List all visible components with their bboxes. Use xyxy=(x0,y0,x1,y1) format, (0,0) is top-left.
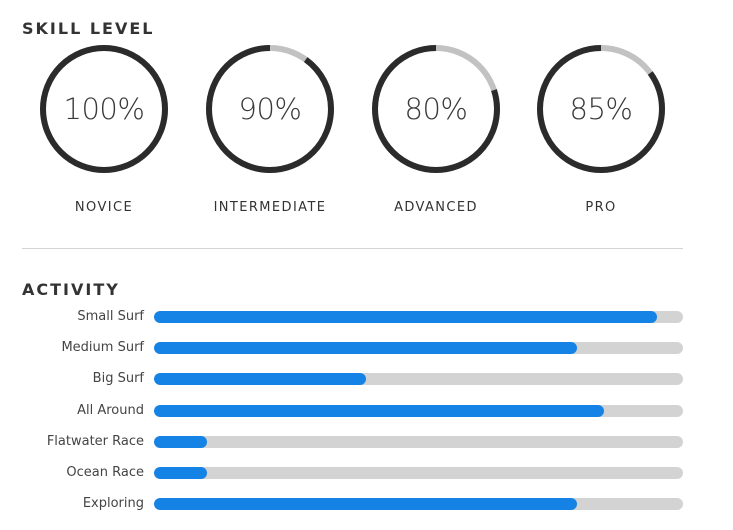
activity-bar-track xyxy=(154,373,683,386)
progress-ring xyxy=(537,45,665,173)
activity-row: Big Surf xyxy=(0,368,733,399)
activity-list: Small Surf Medium Surf Big Surf All Arou… xyxy=(0,306,733,524)
activity-row: Exploring xyxy=(0,493,733,524)
activity-row: All Around xyxy=(0,400,733,431)
activity-label: Ocean Race xyxy=(66,464,144,480)
activity-label: Small Surf xyxy=(77,309,144,324)
activity-bar-track xyxy=(154,342,683,355)
progress-ring xyxy=(40,45,168,173)
activity-bar-fill xyxy=(154,342,578,355)
activity-label: All Around xyxy=(77,402,144,418)
section-divider xyxy=(22,248,683,249)
activity-label: Big Surf xyxy=(92,371,144,387)
activity-bar-fill xyxy=(154,311,657,323)
skill-label-pro: PRO xyxy=(585,200,617,215)
activity-bar-fill xyxy=(154,404,604,417)
progress-ring xyxy=(372,45,500,173)
activity-bar-fill xyxy=(154,498,578,511)
skill-percent: 80% xyxy=(404,92,468,126)
skill-label-advanced: ADVANCED xyxy=(394,200,478,215)
activity-bar-fill xyxy=(154,435,207,448)
skill-dial-advanced: 80% xyxy=(370,43,502,175)
ring-progress xyxy=(372,45,500,173)
ring-progress xyxy=(40,45,168,173)
skill-dial-intermediate: 90% xyxy=(204,43,336,175)
activity-heading: ACTIVITY xyxy=(22,280,120,299)
activity-bar-fill xyxy=(154,373,366,386)
activity-row: Ocean Race xyxy=(0,462,733,493)
skill-percent: 100% xyxy=(63,92,145,126)
activity-label: Medium Surf xyxy=(61,340,144,356)
skill-percent: 90% xyxy=(238,92,302,126)
activity-bar-track xyxy=(154,404,683,417)
activity-bar-track xyxy=(154,498,683,511)
activity-label: Exploring xyxy=(82,496,144,512)
activity-bar-fill xyxy=(154,466,207,479)
skill-level-heading: SKILL LEVEL xyxy=(22,19,155,38)
activity-row: Small Surf xyxy=(0,306,733,337)
skill-label-intermediate: INTERMEDIATE xyxy=(213,200,327,215)
activity-row: Flatwater Race xyxy=(0,431,733,462)
skill-percent: 85% xyxy=(569,92,633,126)
activity-bar-track xyxy=(154,435,683,448)
activity-bar-track xyxy=(154,466,683,479)
ring-progress xyxy=(206,45,334,173)
skill-label-novice: NOVICE xyxy=(74,200,134,215)
activity-row: Medium Surf xyxy=(0,337,733,368)
skill-dial-novice: 100% xyxy=(38,43,170,175)
activity-label: Flatwater Race xyxy=(46,433,144,449)
activity-bar-track xyxy=(154,311,683,323)
skill-dial-pro: 85% xyxy=(535,43,667,175)
progress-ring xyxy=(206,45,334,173)
ring-progress xyxy=(537,45,665,173)
